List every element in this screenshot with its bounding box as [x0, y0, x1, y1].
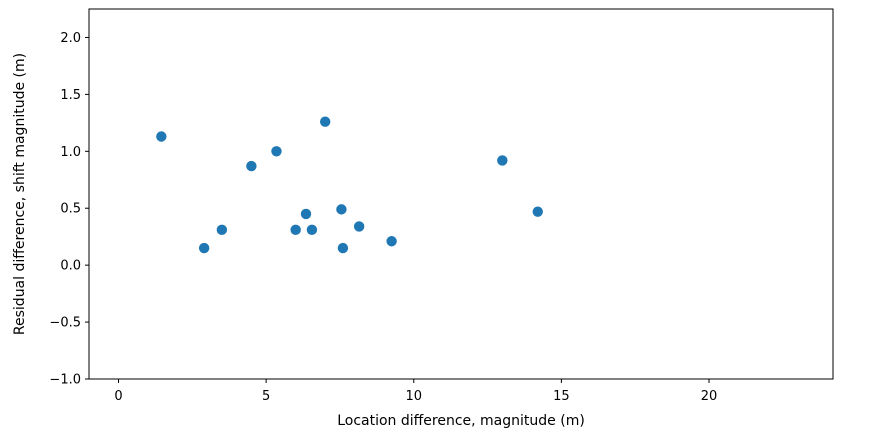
data-point — [216, 224, 228, 236]
data-point — [319, 116, 331, 127]
data-point — [306, 224, 318, 236]
x-axis-label: Location difference, magnitude (m) — [337, 413, 585, 429]
data-point — [386, 236, 397, 247]
y-tick-label: 2.0 — [60, 31, 81, 46]
data-point — [353, 221, 365, 232]
y-tick-label: −0.5 — [49, 316, 81, 331]
data-point — [271, 146, 282, 157]
y-tick-label: −1.0 — [49, 373, 81, 388]
x-axis-ticks: 0 5 10 15 20 — [114, 379, 717, 404]
data-point — [198, 242, 210, 254]
x-tick-label: 5 — [262, 389, 270, 404]
plot-frame — [88, 8, 834, 380]
x-tick-label: 15 — [553, 389, 570, 404]
y-tick-label: 1.5 — [60, 88, 81, 103]
data-point — [532, 206, 543, 217]
y-axis-label: Residual difference, shift magnitude (m) — [12, 53, 28, 335]
data-point — [246, 160, 257, 172]
y-tick-label: 0.5 — [60, 202, 81, 217]
data-point — [497, 155, 508, 166]
data-point — [337, 242, 349, 254]
data-points — [156, 116, 543, 254]
y-axis-ticks: −1.0 −0.5 0.0 0.5 1.0 1.5 2.0 — [49, 31, 89, 388]
y-tick-label: 1.0 — [60, 145, 81, 160]
data-point — [290, 224, 301, 236]
y-tick-label: 0.0 — [60, 259, 81, 274]
x-tick-label: 0 — [114, 389, 122, 404]
data-point — [336, 204, 347, 215]
data-point — [300, 208, 312, 220]
data-point — [156, 131, 167, 142]
x-tick-label: 20 — [701, 389, 718, 404]
x-tick-label: 10 — [405, 389, 422, 404]
